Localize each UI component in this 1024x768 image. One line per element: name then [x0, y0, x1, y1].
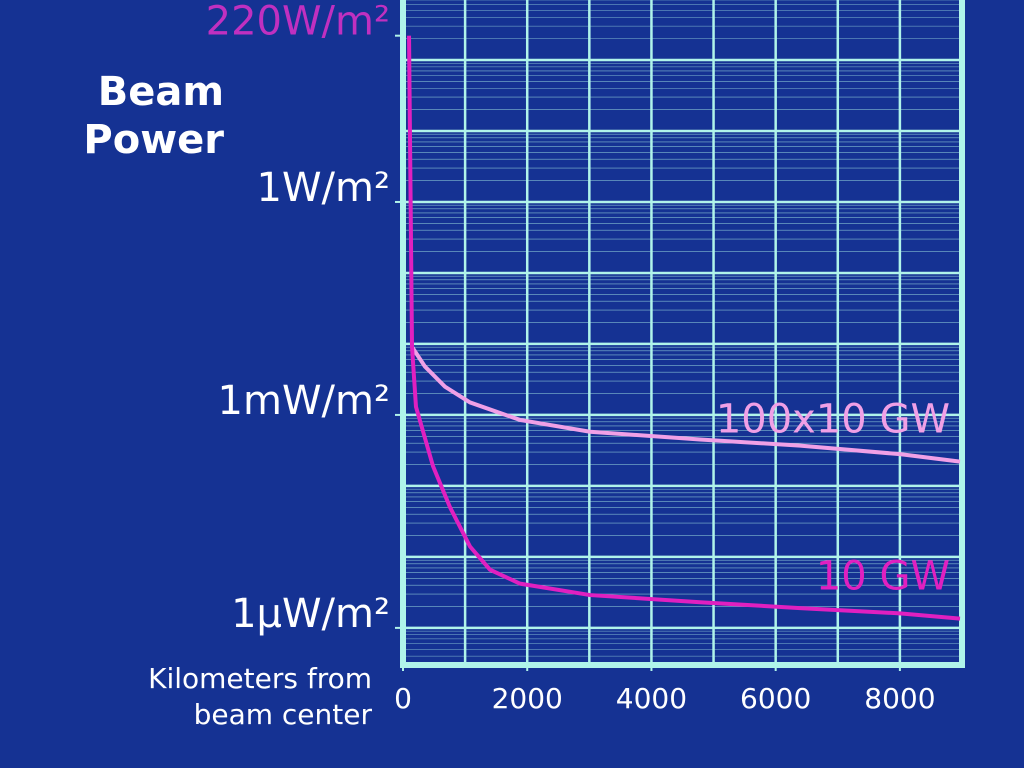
y-tick-label: 220W/m² — [206, 0, 390, 45]
x-tick-label: 2000 — [492, 682, 563, 715]
x-tick-label: 8000 — [864, 682, 935, 715]
series-line — [410, 345, 961, 464]
y-tick-label: 1mW/m² — [218, 378, 390, 424]
y-tick-label: 1W/m² — [257, 165, 390, 211]
x-tick-label: 4000 — [616, 682, 687, 715]
series-line — [407, 35, 961, 621]
series-label: 100x10 GW — [716, 397, 950, 443]
series-label: 10 GW — [816, 554, 950, 600]
y-tick-label: 1μW/m² — [231, 591, 390, 637]
x-tick-label: 0 — [394, 682, 412, 715]
chart-title: Beam Power — [83, 69, 224, 163]
x-tick-label: 6000 — [740, 682, 811, 715]
x-axis-label: Kilometers from beam center — [148, 662, 372, 731]
